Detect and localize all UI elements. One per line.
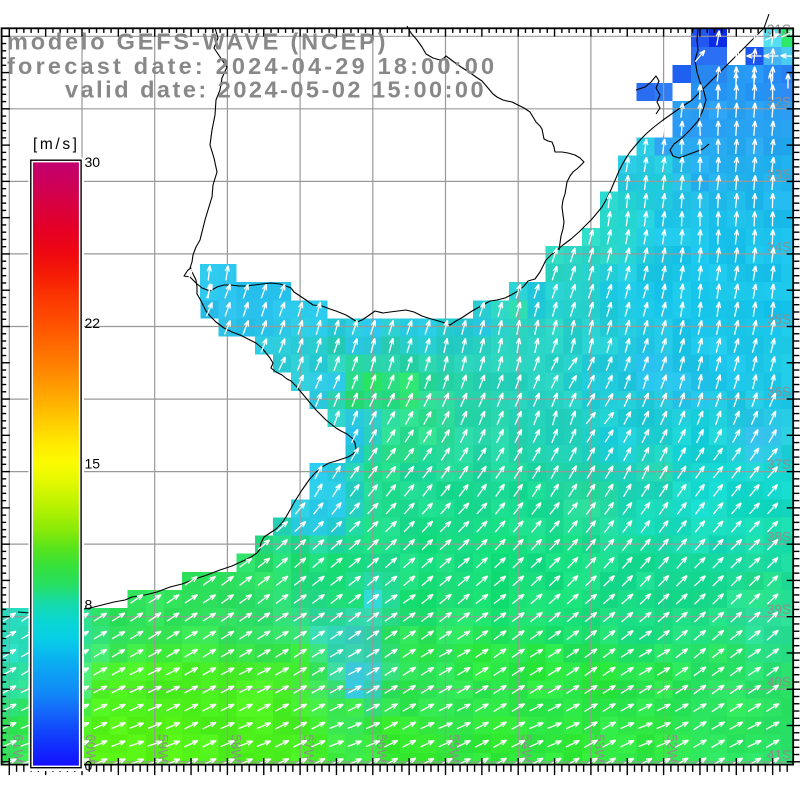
svg-text:valid date: 2024-05-02 15:00:0: valid date: 2024-05-02 15:00:00 xyxy=(65,77,486,103)
svg-text:57W: 57W xyxy=(301,734,316,762)
svg-text:modelo GEFS-WAVE (NCEP): modelo GEFS-WAVE (NCEP) xyxy=(7,29,388,55)
svg-text:37S: 37S xyxy=(767,457,791,472)
svg-text:15: 15 xyxy=(85,456,101,472)
svg-text:52W: 52W xyxy=(665,734,680,762)
svg-text:58W: 58W xyxy=(228,734,243,762)
svg-text:[m/s]: [m/s] xyxy=(33,136,80,153)
svg-text:0: 0 xyxy=(85,757,93,773)
svg-text:55W: 55W xyxy=(447,734,462,762)
svg-text:40S: 40S xyxy=(767,675,791,690)
svg-text:30: 30 xyxy=(85,154,101,170)
svg-text:59W: 59W xyxy=(156,734,171,762)
svg-text:54W: 54W xyxy=(519,734,534,762)
svg-text:36S: 36S xyxy=(767,385,791,400)
svg-text:39S: 39S xyxy=(767,602,791,617)
svg-text:53W: 53W xyxy=(592,734,607,762)
svg-text:forecast date: 2024-04-29 18:0: forecast date: 2024-04-29 18:00:00 xyxy=(7,53,497,79)
svg-text:8: 8 xyxy=(85,596,93,612)
svg-text:56W: 56W xyxy=(374,734,389,762)
svg-text:61W: 61W xyxy=(10,734,25,762)
svg-text:41S: 41S xyxy=(767,747,791,762)
svg-text:38S: 38S xyxy=(767,530,791,545)
svg-text:22: 22 xyxy=(85,315,101,331)
